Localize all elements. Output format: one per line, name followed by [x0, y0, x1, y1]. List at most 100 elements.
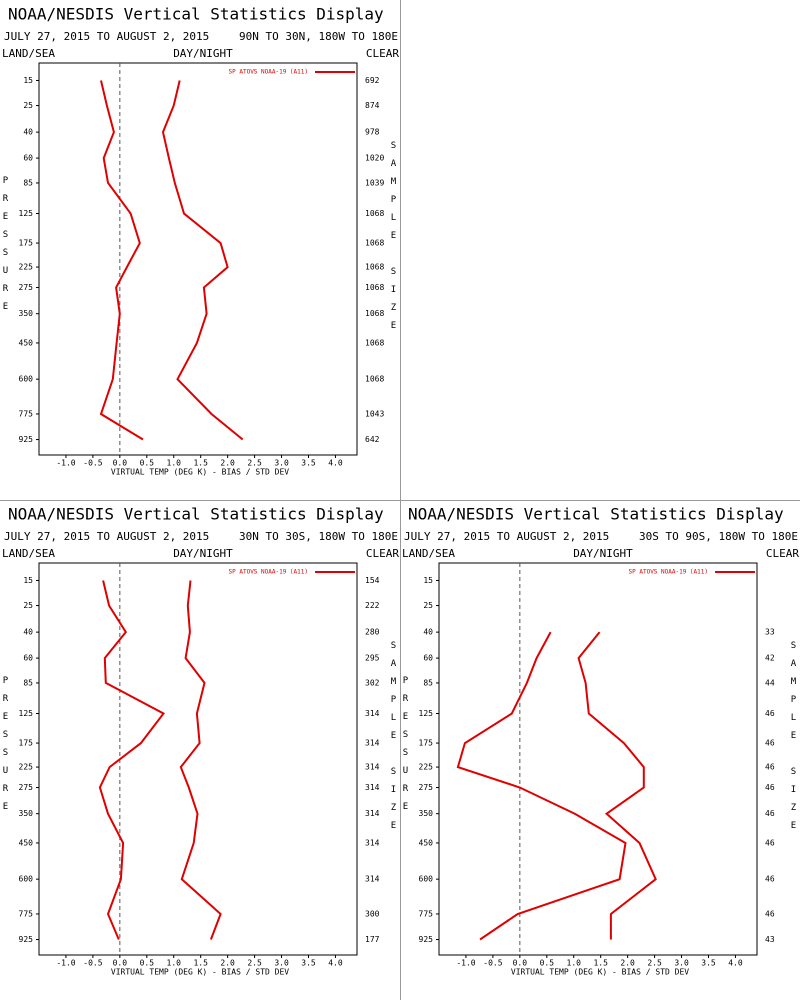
sample-size: 46 [765, 809, 775, 818]
x-tick-label: 2.0 [620, 959, 635, 968]
y-tick-label: 25 [23, 601, 33, 610]
x-tick-label: 1.5 [593, 959, 608, 968]
sample-size: 1068 [365, 338, 384, 347]
y-tick-label: 600 [419, 875, 434, 884]
y-tick-label: 25 [423, 601, 433, 610]
corner-label: CLEAR [366, 47, 399, 60]
corner-label: DAY/NIGHT [173, 547, 233, 560]
subtitle: JULY 27, 2015 TO AUGUST 2, 2015 [404, 530, 609, 543]
y2-axis-label: SAMPLE SIZE [389, 141, 399, 339]
y-tick-label: 925 [19, 435, 34, 444]
y-tick-label: 175 [419, 739, 434, 748]
y-tick-label: 85 [23, 678, 33, 687]
panel: NOAA/NESDIS Vertical Statistics Display J… [1, 505, 400, 977]
panel: NOAA/NESDIS Vertical Statistics Display J… [401, 505, 800, 977]
y-tick-label: 85 [423, 678, 433, 687]
subtitle: JULY 27, 2015 TO AUGUST 2, 2015 [4, 30, 209, 43]
y-tick-label: 85 [23, 178, 33, 187]
sample-size: 154 [365, 576, 380, 585]
x-tick-label: -1.0 [456, 959, 475, 968]
y-tick-label: 25 [23, 101, 33, 110]
sample-size: 1043 [365, 409, 384, 418]
sample-size: 314 [365, 809, 380, 818]
sample-size: 46 [765, 875, 775, 884]
sample-size: 314 [365, 709, 380, 718]
x-tick-label: 2.0 [220, 459, 235, 468]
sample-size: 46 [765, 909, 775, 918]
sample-size: 1068 [365, 283, 384, 292]
x-tick-label: 3.0 [274, 959, 289, 968]
y-tick-label: 275 [19, 283, 34, 292]
x-tick-label: -1.0 [56, 459, 75, 468]
sample-size: 300 [365, 909, 380, 918]
x-tick-label: 0.5 [140, 459, 155, 468]
y-tick-label: 225 [19, 263, 34, 272]
y-tick-label: 450 [19, 338, 34, 347]
y-tick-label: 15 [23, 576, 33, 585]
x-tick-label: 1.0 [567, 959, 582, 968]
corner-label: LAND/SEA [2, 547, 55, 560]
y-tick-label: 15 [423, 576, 433, 585]
sample-size: 874 [365, 101, 380, 110]
corner-label: LAND/SEA [2, 47, 55, 60]
y2-axis-label: SAMPLE SIZE [389, 641, 399, 839]
x-tick-label: -0.5 [83, 959, 102, 968]
sample-size: 314 [365, 739, 380, 748]
y-tick-label: 60 [423, 654, 433, 663]
y-tick-label: 125 [19, 709, 34, 718]
series-line [99, 80, 144, 441]
sample-size: 43 [765, 935, 775, 944]
x-tick-label: 0.5 [540, 959, 555, 968]
x-tick-label: -0.5 [83, 459, 102, 468]
sample-size: 692 [365, 76, 380, 85]
x-tick-label: 1.5 [193, 459, 208, 468]
y-tick-label: 275 [419, 783, 434, 792]
region: 30S TO 90S, 180W TO 180E [639, 530, 798, 543]
sample-size: 46 [765, 709, 775, 718]
x-tick-label: 4.0 [328, 959, 343, 968]
sample-size: 46 [765, 739, 775, 748]
x-tick-label: 4.0 [328, 459, 343, 468]
x-tick-label: 2.5 [247, 959, 262, 968]
legend-label: SP ATOVS NOAA-19 (A11) [229, 569, 308, 576]
sample-size: 46 [765, 783, 775, 792]
x-tick-label: 0.0 [113, 959, 128, 968]
y-tick-label: 450 [19, 838, 34, 847]
legend-label: SP ATOVS NOAA-19 (A11) [229, 69, 308, 76]
sample-size: 280 [365, 628, 380, 637]
y-tick-label: 775 [419, 909, 434, 918]
y-tick-label: 40 [423, 628, 433, 637]
x-tick-label: 3.0 [674, 959, 689, 968]
chart-title: NOAA/NESDIS Vertical Statistics Display [8, 5, 384, 24]
sample-size: 1039 [365, 178, 384, 187]
sample-size: 1068 [365, 309, 384, 318]
y-tick-label: 125 [419, 709, 434, 718]
legend-label: SP ATOVS NOAA-19 (A11) [629, 569, 708, 576]
sample-size: 1068 [365, 209, 384, 218]
y-tick-label: 775 [19, 409, 34, 418]
sample-size: 44 [765, 678, 775, 687]
x-tick-label: 4.0 [728, 959, 743, 968]
x-axis-label: VIRTUAL TEMP (DEG K) - BIAS / STD DEV [111, 468, 289, 477]
x-tick-label: 3.5 [301, 459, 316, 468]
y-tick-label: 225 [19, 763, 34, 772]
y-tick-label: 175 [19, 739, 34, 748]
x-tick-label: 0.0 [513, 959, 528, 968]
y-axis-label: PRESSURE [1, 176, 11, 320]
panel: NOAA/NESDIS Vertical Statistics Display J… [1, 5, 400, 477]
chart-title: NOAA/NESDIS Vertical Statistics Display [408, 505, 784, 524]
x-tick-label: -0.5 [483, 959, 502, 968]
y-tick-label: 60 [23, 154, 33, 163]
x-tick-label: 1.5 [193, 959, 208, 968]
corner-label: DAY/NIGHT [173, 47, 233, 60]
y-tick-label: 275 [19, 783, 34, 792]
y-tick-label: 775 [19, 909, 34, 918]
sample-size: 177 [365, 935, 380, 944]
plot-frame [38, 62, 358, 456]
x-tick-label: 0.5 [140, 959, 155, 968]
sample-size: 1020 [365, 154, 384, 163]
sample-size: 314 [365, 838, 380, 847]
x-tick-label: 2.5 [647, 959, 662, 968]
x-tick-label: 3.0 [274, 459, 289, 468]
